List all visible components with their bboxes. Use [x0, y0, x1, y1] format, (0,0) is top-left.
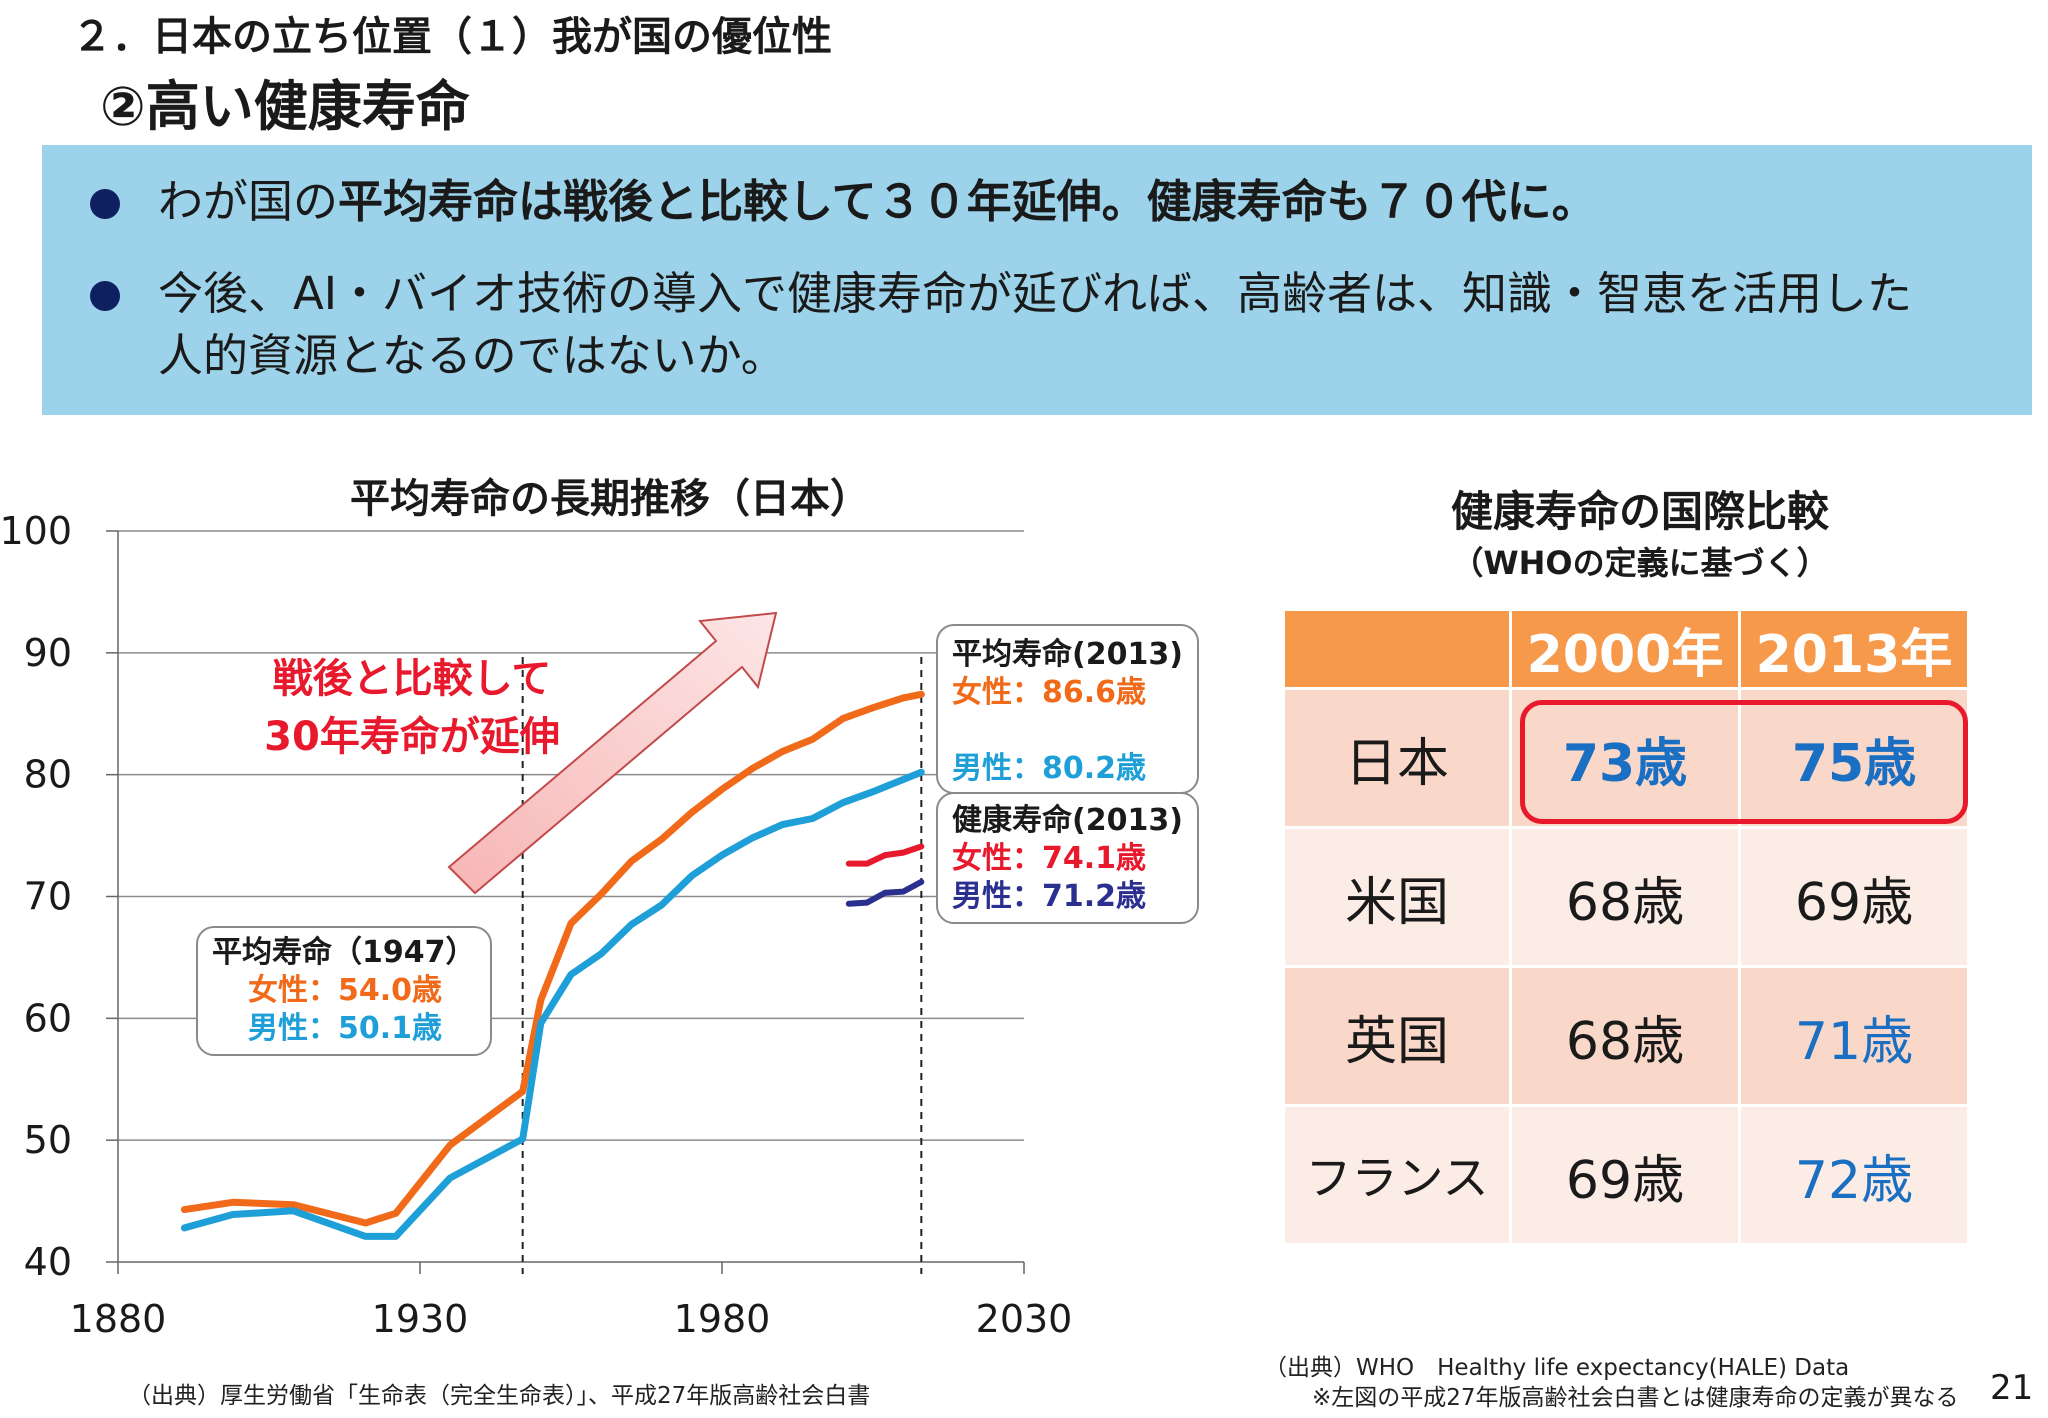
summary-banner: わが国の平均寿命は戦後と比較して３０年延伸。健康寿命も７０代に。 今後、AI・バ…: [42, 145, 2032, 415]
y-tick-label: 70: [24, 875, 72, 919]
bullet-2: 今後、AI・バイオ技術の導入で健康寿命が延びれば、高齢者は、知識・智恵を活用した…: [158, 263, 1912, 387]
x-tick-label: 1930: [372, 1297, 469, 1341]
callout-hale-2013: 健康寿命(2013) 女性：74.1歳 男性：71.2歳: [936, 792, 1199, 924]
bullet-1: わが国の平均寿命は戦後と比較して３０年延伸。健康寿命も７０代に。: [158, 171, 1597, 233]
comparison-subtitle: （WHOの定義に基づく）: [1451, 544, 1829, 582]
country-usa: 米国: [1344, 872, 1449, 933]
y-tick-label: 80: [24, 753, 72, 797]
callout-1947-male: 男性：50.1歳: [248, 1011, 443, 1046]
x-tick-label: 1980: [674, 1297, 771, 1341]
callout-1947-female: 女性：54.0歳: [248, 973, 443, 1008]
y-tick-label: 100: [0, 509, 72, 553]
series-line-1: [180, 768, 925, 1240]
table-row-uk: 英国 68歳 71歳: [1285, 968, 1967, 1104]
value-uk-2000: 68歳: [1565, 1011, 1685, 1072]
callout-hale-2013-female: 女性：74.1歳: [952, 841, 1147, 876]
value-japan-2013: 75歳: [1791, 733, 1917, 794]
comparison-table: 2000年 2013年 日本 73歳 75歳 米国 68歳 69歳 英国 68歳…: [1282, 608, 1970, 1246]
series-line-2: [845, 843, 925, 867]
y-tick-label: 40: [24, 1240, 72, 1284]
table-row-japan: 日本 73歳 75歳: [1285, 690, 1967, 826]
table-header-2013: 2013年: [1741, 611, 1967, 687]
callout-avg-2013-title: 平均寿命(2013): [952, 637, 1183, 672]
comparison-title: 健康寿命の国際比較: [1450, 487, 1829, 536]
callout-hale-2013-title: 健康寿命(2013): [952, 803, 1183, 838]
bullet-1-emphasis: 平均寿命は戦後と比較して３０年延伸。健康寿命も７０代に。: [338, 175, 1597, 228]
value-usa-2000: 68歳: [1565, 872, 1685, 933]
series-line-3: [845, 878, 925, 907]
value-uk-2013: 71歳: [1794, 1011, 1914, 1072]
table-header-2000: 2000年: [1512, 611, 1738, 687]
arrow-annotation-line-2: 30年寿命が延伸: [264, 714, 560, 760]
value-japan-2000: 73歳: [1562, 733, 1688, 794]
table-header-blank: [1285, 611, 1509, 687]
table-row-france: フランス 69歳 72歳: [1285, 1107, 1967, 1243]
chart-title: 平均寿命の長期推移（日本）: [350, 476, 870, 522]
section-title: ２．日本の立ち位置（１）我が国の優位性: [72, 14, 832, 60]
bullet-2-line-2: 人的資源となるのではないか。: [158, 329, 786, 382]
y-tick-label: 90: [24, 631, 72, 675]
trend-arrow: [447, 611, 778, 895]
arrow-annotation-line-1: 戦後と比較して: [273, 656, 552, 702]
country-france: フランス: [1305, 1151, 1489, 1205]
bullet-dot-1: [90, 189, 120, 219]
callout-avg-2013: 平均寿命(2013) 女性：86.6歳 男性：80.2歳: [936, 624, 1199, 794]
bullet-dot-2: [90, 281, 120, 311]
japan-highlight-frame: [1520, 700, 1968, 824]
callout-1947-title: 平均寿命（1947）: [212, 935, 476, 970]
country-japan: 日本: [1344, 733, 1449, 794]
country-uk: 英国: [1344, 1011, 1449, 1072]
page-title: ②高い健康寿命: [100, 75, 470, 138]
source-right-1: （出典）WHO Healthy life expectancy(HALE) Da…: [1264, 1355, 1850, 1381]
value-usa-2013: 69歳: [1794, 872, 1914, 933]
callout-avg-2013-female: 女性：86.6歳: [952, 675, 1147, 710]
value-france-2000: 69歳: [1565, 1150, 1685, 1211]
table-header-row: 2000年 2013年: [1285, 611, 1967, 687]
bullet-1-prefix: わが国の: [158, 175, 339, 228]
bullet-2-line-1: 今後、AI・バイオ技術の導入で健康寿命が延びれば、高齢者は、知識・智恵を活用した: [158, 267, 1913, 320]
source-left: （出典）厚生労働省「生命表（完全生命表）」、平成27年版高齢社会白書: [128, 1383, 871, 1409]
y-tick-label: 50: [24, 1118, 72, 1162]
x-tick-label: 2030: [976, 1297, 1073, 1341]
callout-hale-2013-male: 男性：71.2歳: [952, 879, 1147, 914]
callout-avg-2013-male: 男性：80.2歳: [952, 751, 1147, 786]
page-number: 21: [1990, 1368, 2034, 1408]
table-row-usa: 米国 68歳 69歳: [1285, 829, 1967, 965]
series-line-0: [180, 690, 925, 1227]
y-tick-label: 60: [24, 996, 72, 1040]
source-right-2: ※左図の平成27年版高齢社会白書とは健康寿命の定義が異なる: [1312, 1385, 1959, 1411]
x-tick-label: 1880: [70, 1297, 167, 1341]
value-france-2013: 72歳: [1794, 1150, 1914, 1211]
callout-1947: 平均寿命（1947） 女性：54.0歳 男性：50.1歳: [196, 926, 492, 1056]
